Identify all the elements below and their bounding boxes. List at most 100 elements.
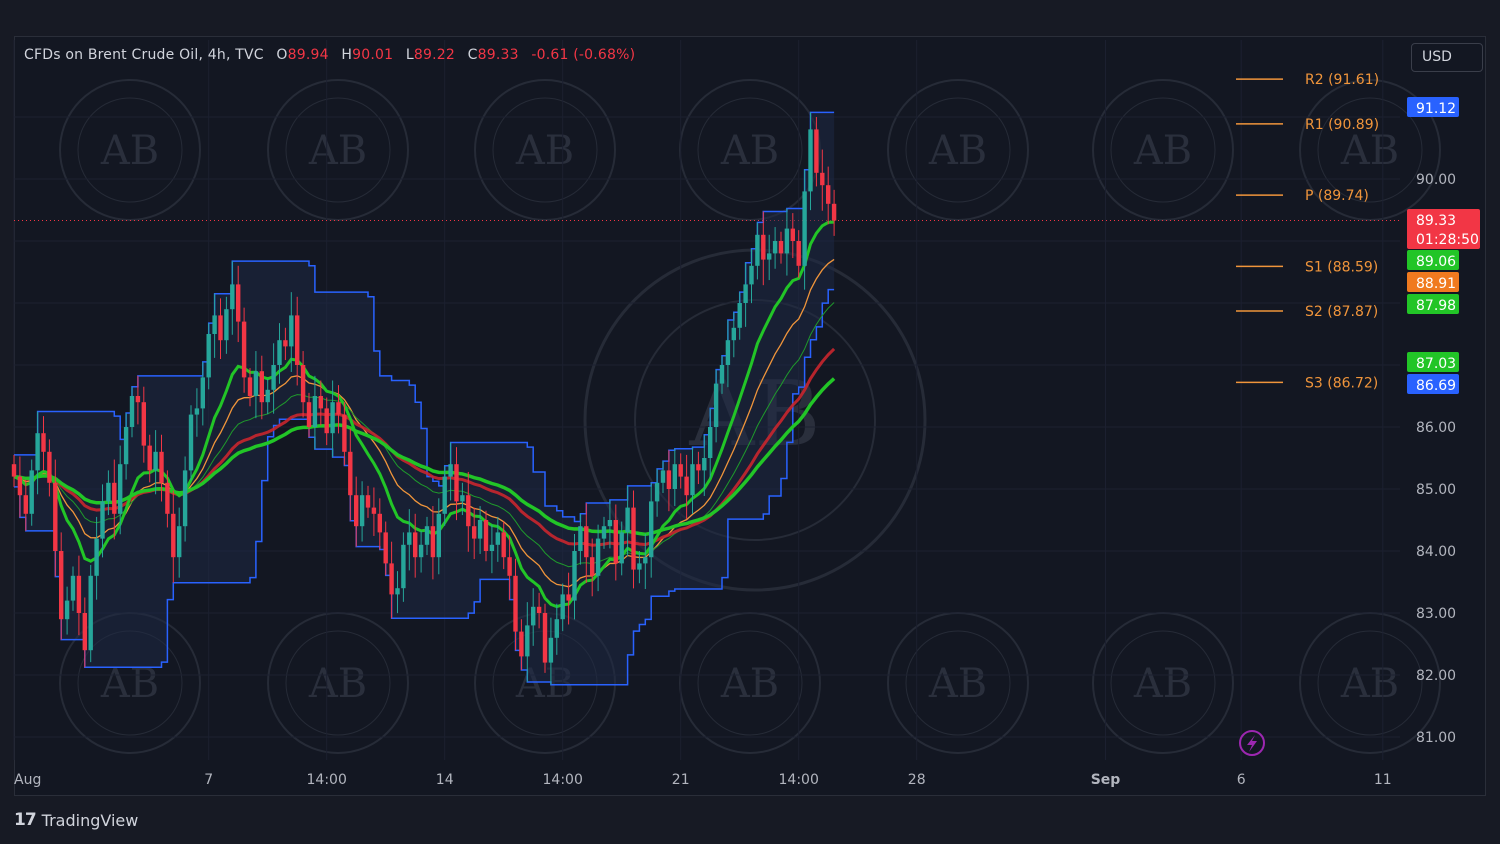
price-tick-label: 82.00	[1416, 668, 1456, 684]
candle-body	[826, 185, 831, 204]
candle-body	[737, 303, 742, 328]
candle	[64, 586, 70, 635]
candle-body	[831, 203, 837, 221]
price-tag: 87.03	[1407, 352, 1459, 372]
lightning-icon[interactable]	[1239, 730, 1265, 756]
candle	[407, 509, 412, 571]
close-value: 89.33	[477, 47, 519, 63]
candle	[271, 343, 276, 414]
candle-body	[454, 464, 459, 502]
candle	[531, 588, 536, 646]
candle	[59, 532, 64, 640]
candle-body	[53, 482, 58, 551]
pivot-s3: S3 (86.72)	[1236, 375, 1378, 391]
candle-body	[295, 315, 300, 365]
candle	[82, 597, 87, 668]
candle-body	[247, 377, 253, 396]
candle-body	[265, 389, 270, 403]
candle-body	[29, 470, 34, 514]
watermark-ring	[1299, 79, 1441, 221]
candle	[501, 521, 506, 570]
candle-body	[171, 513, 176, 558]
watermark-badge: AB	[1092, 79, 1234, 221]
candle	[802, 169, 807, 290]
candle-body	[241, 321, 247, 378]
candle-body	[123, 427, 129, 465]
price-tag-bg	[1407, 250, 1459, 270]
pivot-s1: S1 (88.59)	[1236, 259, 1378, 275]
candle	[690, 447, 695, 514]
candle-body	[601, 526, 607, 539]
candle-body	[100, 501, 105, 539]
candle-body	[112, 482, 117, 514]
candle	[489, 524, 495, 574]
candle-body	[253, 371, 259, 396]
price-tag-bg	[1407, 352, 1459, 372]
candle-body	[560, 594, 565, 620]
footer-brand[interactable]: 17 TradingView	[14, 810, 138, 830]
candle-body	[483, 520, 489, 551]
candle-body	[660, 470, 666, 483]
pivot-r2: R2 (91.61)	[1236, 72, 1379, 88]
candle-body	[200, 377, 205, 409]
candle-body	[47, 451, 52, 483]
watermark-badge: AB	[1092, 612, 1234, 754]
symbol-title[interactable]: CFDs on Brent Crude Oil, 4h, TVC	[24, 47, 264, 63]
time-axis[interactable]: Aug 7 14:00 14 14:00 21 14:00 28 Sep 6 11	[14, 772, 1392, 788]
channel-lower	[14, 288, 835, 686]
candle-body	[395, 588, 400, 595]
candle-body	[259, 371, 264, 403]
price-tick-label: 84.00	[1416, 544, 1456, 560]
candle	[265, 378, 270, 415]
candle-body	[672, 464, 677, 489]
candle	[177, 507, 182, 578]
candle	[289, 292, 294, 372]
candle	[401, 532, 406, 602]
candle-body	[283, 340, 288, 347]
candle	[336, 385, 341, 434]
candle-body	[82, 613, 87, 651]
candle	[601, 516, 607, 549]
candle	[141, 386, 146, 463]
candle	[483, 510, 489, 562]
candle-body	[289, 315, 294, 347]
candle	[159, 434, 164, 502]
candle	[330, 380, 335, 458]
brand-name: TradingView	[41, 810, 139, 830]
candle	[796, 230, 801, 278]
watermark-letters: AB	[100, 661, 159, 707]
currency-button[interactable]: USD	[1411, 43, 1483, 72]
watermark-badge: AB	[887, 612, 1029, 754]
candle-body	[761, 234, 766, 260]
price-axis[interactable]: 81.00 82.00 83.00 84.00 85.00 86.00 90.00	[1416, 172, 1456, 746]
candle-body	[572, 551, 577, 601]
watermark-ring-inner	[285, 630, 391, 736]
watermark-badge: AB	[59, 79, 201, 221]
candle-body	[743, 284, 748, 303]
candle	[708, 408, 713, 479]
watermark-ring-inner	[1110, 97, 1216, 203]
candle	[70, 566, 76, 611]
watermark-letters: AB	[1340, 128, 1399, 174]
candle	[643, 533, 648, 589]
candle	[719, 355, 725, 394]
candle	[566, 572, 571, 625]
candle	[135, 375, 141, 425]
candle-body	[466, 495, 471, 527]
candle	[767, 234, 772, 281]
pivot-label: S1 (88.59)	[1305, 259, 1378, 275]
candle	[654, 468, 660, 517]
candle	[466, 471, 471, 552]
open-label: O	[276, 47, 288, 63]
watermark-letters: AB	[1133, 661, 1192, 707]
pivot-label: R1 (90.89)	[1305, 117, 1379, 133]
candle-body	[401, 544, 406, 589]
candle-body	[513, 575, 518, 632]
candle	[413, 513, 418, 578]
candle-body	[277, 340, 282, 365]
candle	[212, 293, 217, 358]
ema-green-slow-line	[13, 377, 836, 537]
watermark-ring-inner	[1317, 97, 1423, 203]
candle	[295, 296, 300, 386]
